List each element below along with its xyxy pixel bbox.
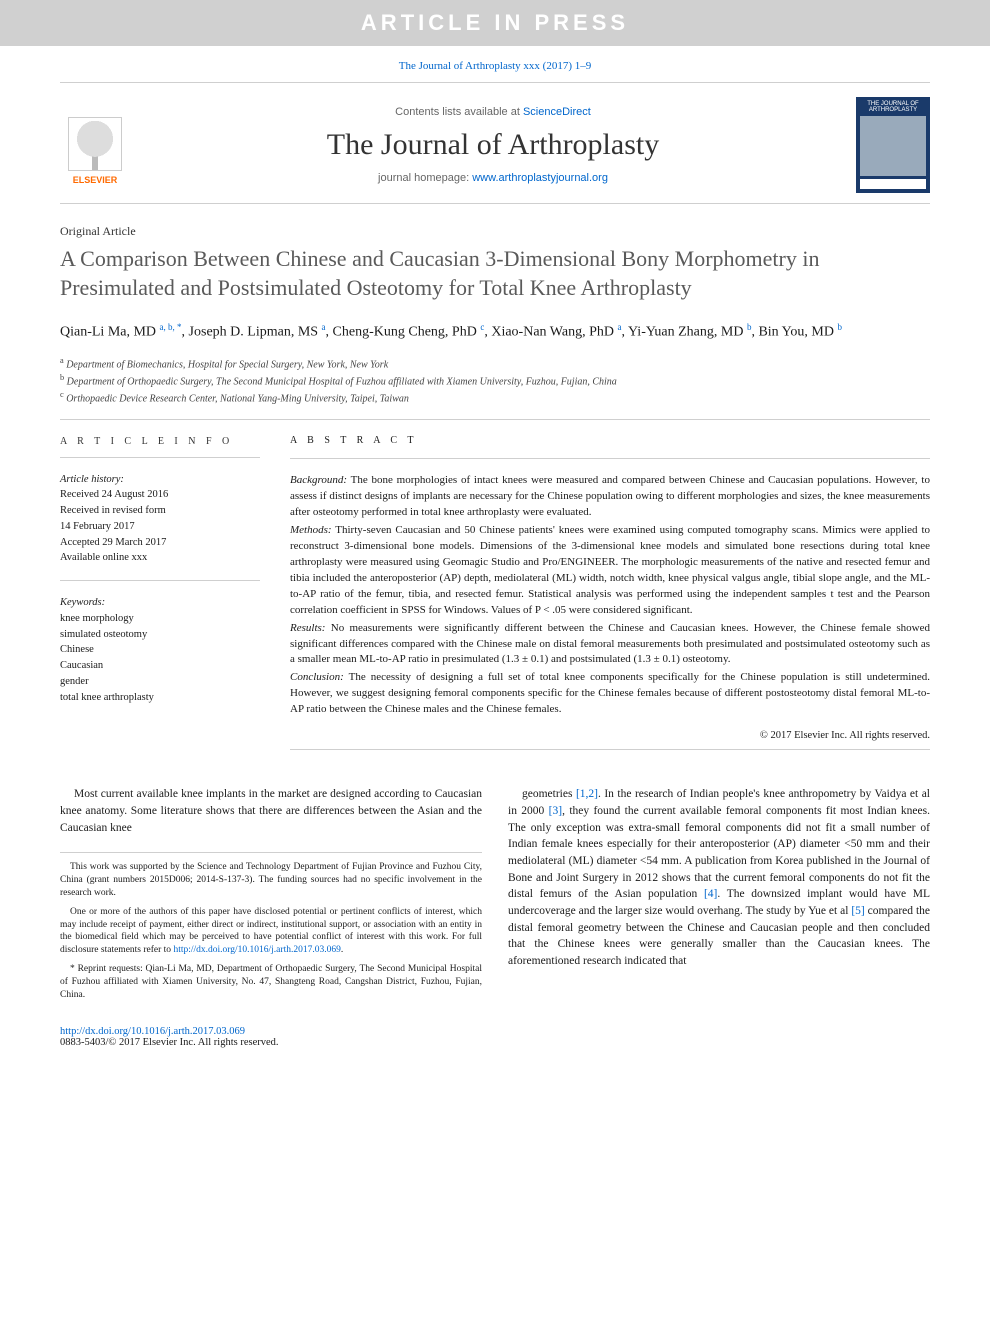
abstract-background: Background: The bone morphologies of int… bbox=[290, 473, 930, 521]
article-type: Original Article bbox=[60, 224, 930, 239]
history-line: Available online xxx bbox=[60, 550, 260, 566]
separator bbox=[60, 419, 930, 420]
history-line: 14 February 2017 bbox=[60, 519, 260, 535]
keywords-block: Keywords: knee morphology simulated oste… bbox=[60, 595, 260, 705]
affiliation-b: b Department of Orthopaedic Surgery, The… bbox=[60, 372, 930, 389]
article-title: A Comparison Between Chinese and Caucasi… bbox=[60, 245, 930, 302]
keyword: gender bbox=[60, 674, 260, 690]
coi-doi-link[interactable]: http://dx.doi.org/10.1016/j.arth.2017.03… bbox=[173, 945, 340, 955]
article-info-column: A R T I C L E I N F O Article history: R… bbox=[60, 434, 260, 765]
affiliation-a: a Department of Biomechanics, Hospital f… bbox=[60, 355, 930, 372]
citation-ref[interactable]: [1,2] bbox=[576, 788, 598, 800]
body-column-left: Most current available knee implants in … bbox=[60, 786, 482, 1007]
body-column-right: geometries [1,2]. In the research of Ind… bbox=[508, 786, 930, 1007]
affiliation-c: c Orthopaedic Device Research Center, Na… bbox=[60, 389, 930, 406]
abstract-heading: A B S T R A C T bbox=[290, 434, 930, 449]
history-line: Received 24 August 2016 bbox=[60, 487, 260, 503]
article-info-heading: A R T I C L E I N F O bbox=[60, 434, 260, 449]
citation-ref[interactable]: [4] bbox=[704, 888, 717, 900]
elsevier-label: ELSEVIER bbox=[73, 175, 118, 185]
sciencedirect-link[interactable]: ScienceDirect bbox=[523, 106, 591, 118]
article-in-press-banner: ARTICLE IN PRESS bbox=[0, 0, 990, 46]
citation-ref[interactable]: [5] bbox=[851, 905, 864, 917]
contents-prefix: Contents lists available at bbox=[395, 106, 523, 118]
journal-name: The Journal of Arthroplasty bbox=[148, 128, 838, 162]
history-line: Accepted 29 March 2017 bbox=[60, 535, 260, 551]
abstract-results: Results: No measurements were significan… bbox=[290, 621, 930, 669]
abstract-copyright: © 2017 Elsevier Inc. All rights reserved… bbox=[290, 728, 930, 743]
running-header-citation: The Journal of Arthroplasty xxx (2017) 1… bbox=[60, 46, 930, 83]
body-paragraph: geometries [1,2]. In the research of Ind… bbox=[508, 786, 930, 969]
separator bbox=[60, 580, 260, 581]
separator bbox=[290, 749, 930, 750]
keyword: total knee arthroplasty bbox=[60, 690, 260, 706]
body-paragraph: Most current available knee implants in … bbox=[60, 786, 482, 836]
keywords-label: Keywords: bbox=[60, 595, 260, 611]
abstract-column: A B S T R A C T Background: The bone mor… bbox=[290, 434, 930, 765]
doi-link[interactable]: http://dx.doi.org/10.1016/j.arth.2017.03… bbox=[60, 1026, 245, 1037]
keyword: Chinese bbox=[60, 642, 260, 658]
cover-thumb-image bbox=[860, 116, 926, 176]
elsevier-tree-icon bbox=[68, 117, 122, 171]
abstract-conclusion: Conclusion: The necessity of designing a… bbox=[290, 670, 930, 718]
history-line: Received in revised form bbox=[60, 503, 260, 519]
elsevier-logo: ELSEVIER bbox=[60, 105, 130, 185]
funding-footnote: This work was supported by the Science a… bbox=[60, 861, 482, 899]
keyword: simulated osteotomy bbox=[60, 627, 260, 643]
contents-available-line: Contents lists available at ScienceDirec… bbox=[148, 106, 838, 118]
journal-homepage-line: journal homepage: www.arthroplastyjourna… bbox=[148, 172, 838, 184]
history-label: Article history: bbox=[60, 472, 260, 488]
author-list: Qian-Li Ma, MD a, b, *, Joseph D. Lipman… bbox=[60, 320, 930, 344]
separator bbox=[60, 457, 260, 458]
keyword: knee morphology bbox=[60, 611, 260, 627]
reprint-footnote: * Reprint requests: Qian-Li Ma, MD, Depa… bbox=[60, 963, 482, 1001]
journal-cover-thumbnail: THE JOURNAL OF ARTHROPLASTY bbox=[856, 97, 930, 193]
issn-copyright: 0883-5403/© 2017 Elsevier Inc. All right… bbox=[60, 1037, 279, 1048]
cover-thumb-footer bbox=[860, 179, 926, 189]
info-abstract-row: A R T I C L E I N F O Article history: R… bbox=[60, 434, 930, 765]
homepage-prefix: journal homepage: bbox=[378, 172, 472, 184]
article-history: Article history: Received 24 August 2016… bbox=[60, 472, 260, 567]
citation-ref[interactable]: [3] bbox=[549, 805, 562, 817]
body-two-column: Most current available knee implants in … bbox=[60, 786, 930, 1007]
coi-footnote: One or more of the authors of this paper… bbox=[60, 906, 482, 957]
separator bbox=[290, 458, 930, 459]
affiliations: a Department of Biomechanics, Hospital f… bbox=[60, 355, 930, 407]
journal-homepage-link[interactable]: www.arthroplastyjournal.org bbox=[472, 172, 608, 184]
abstract-methods: Methods: Thirty-seven Caucasian and 50 C… bbox=[290, 523, 930, 619]
masthead-center: Contents lists available at ScienceDirec… bbox=[148, 106, 838, 184]
doi-footer: http://dx.doi.org/10.1016/j.arth.2017.03… bbox=[60, 1026, 930, 1048]
article-content: Original Article A Comparison Between Ch… bbox=[60, 204, 930, 1008]
journal-masthead: ELSEVIER Contents lists available at Sci… bbox=[60, 83, 930, 204]
cover-thumb-title: THE JOURNAL OF ARTHROPLASTY bbox=[860, 101, 926, 113]
footnotes: This work was supported by the Science a… bbox=[60, 852, 482, 1001]
keyword: Caucasian bbox=[60, 658, 260, 674]
